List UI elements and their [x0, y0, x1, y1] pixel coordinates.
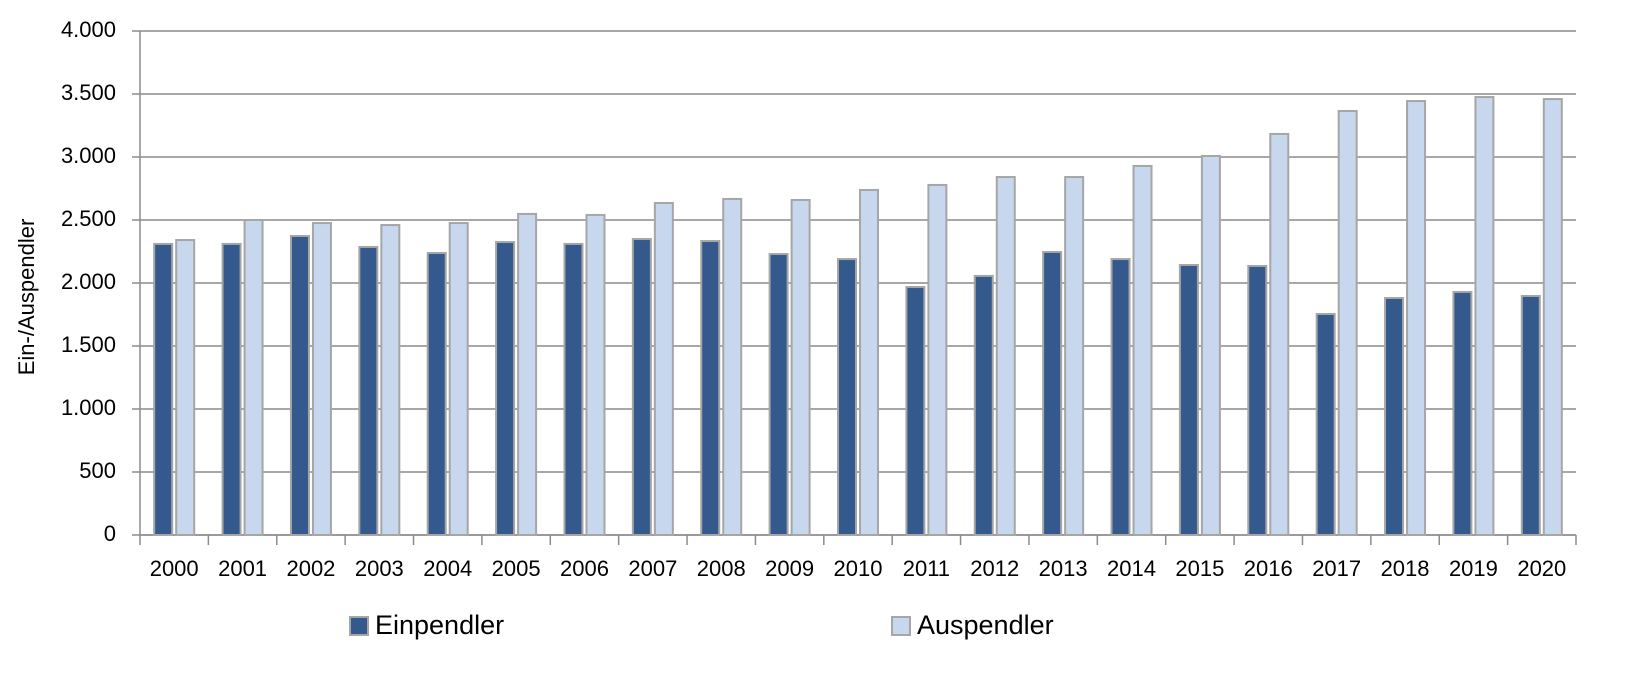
x-tick-label: 2017	[1312, 556, 1361, 581]
bar	[426, 252, 447, 536]
bar	[768, 253, 789, 537]
x-tick-label: 2006	[560, 556, 609, 581]
bar	[1132, 164, 1153, 536]
bar	[700, 240, 721, 537]
bar	[517, 212, 538, 536]
bar	[1452, 290, 1473, 537]
bar	[221, 242, 242, 536]
bar	[1064, 176, 1085, 536]
bar	[1337, 110, 1358, 536]
bar	[358, 245, 379, 537]
bar	[585, 213, 606, 537]
x-tick-label: 2013	[1039, 556, 1088, 581]
bar	[927, 183, 948, 537]
bar	[289, 235, 310, 536]
bar	[837, 258, 857, 536]
bar	[1384, 296, 1405, 536]
bar	[175, 239, 196, 536]
bar	[1178, 263, 1199, 536]
bar	[973, 274, 994, 536]
x-tick-label: 2011	[903, 556, 950, 581]
bar	[631, 238, 652, 536]
bar	[1110, 258, 1131, 536]
bar	[905, 286, 926, 537]
bar	[1269, 132, 1290, 537]
x-tick-label: 2002	[286, 556, 335, 581]
y-tick-label: 2.500	[61, 206, 116, 231]
x-tick-label: 2020	[1517, 556, 1566, 581]
x-tick-label: 2001	[218, 556, 267, 581]
x-tick-label: 2000	[150, 556, 199, 581]
legend-swatch	[891, 616, 911, 636]
x-tick-label: 2003	[355, 556, 404, 581]
y-tick-label: 500	[79, 458, 116, 483]
bar	[1474, 96, 1495, 537]
bar	[311, 222, 332, 537]
legend-label: Auspendler	[917, 610, 1054, 640]
y-tick-label: 1.000	[61, 395, 116, 420]
bar	[1042, 251, 1063, 536]
x-tick-label: 2015	[1175, 556, 1224, 581]
bar	[1315, 312, 1336, 536]
bar	[448, 222, 469, 537]
x-tick-label: 2005	[492, 556, 541, 581]
x-tick-label: 2016	[1244, 556, 1293, 581]
bar	[1542, 98, 1563, 536]
y-tick-label: 2.000	[61, 269, 116, 294]
y-tick-label: 3.500	[61, 80, 116, 105]
bar	[563, 242, 584, 536]
x-tick-label: 2004	[423, 556, 472, 581]
y-tick-label: 1.500	[61, 332, 116, 357]
legend-swatch	[349, 616, 369, 636]
bar	[722, 197, 743, 536]
bar	[243, 219, 264, 536]
x-tick-label: 2007	[628, 556, 677, 581]
bar	[1247, 264, 1268, 536]
bar	[1520, 294, 1541, 536]
legend-label: Einpendler	[375, 610, 504, 640]
y-axis-label: Ein-/Auspendler	[14, 219, 39, 376]
x-tick-label: 2009	[765, 556, 814, 581]
bar	[495, 241, 516, 537]
x-tick-label: 2018	[1381, 556, 1430, 581]
y-tick-label: 3.000	[61, 143, 116, 168]
bar	[1406, 100, 1427, 536]
bar	[995, 176, 1016, 536]
bar	[859, 189, 879, 536]
x-tick-label: 2012	[970, 556, 1019, 581]
bar	[653, 201, 674, 537]
bar	[380, 224, 401, 536]
bar	[1200, 154, 1221, 536]
bar	[790, 198, 811, 536]
y-tick-label: 0	[104, 521, 116, 546]
bar	[153, 242, 174, 536]
y-tick-label: 4.000	[61, 17, 116, 42]
x-tick-label: 2014	[1107, 556, 1156, 581]
x-tick-label: 2008	[697, 556, 746, 581]
x-tick-label: 2010	[834, 556, 883, 581]
x-tick-label: 2019	[1449, 556, 1498, 581]
